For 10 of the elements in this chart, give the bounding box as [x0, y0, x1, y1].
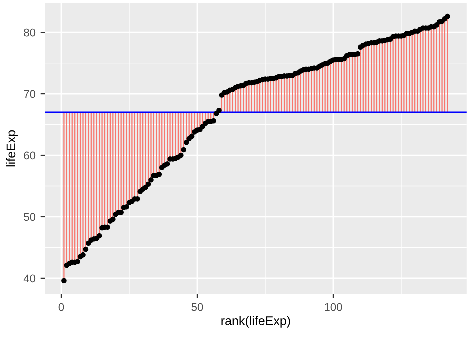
- y-tick-label: 70: [24, 90, 36, 98]
- y-tick-label: 80: [24, 28, 36, 37]
- y-tick-label: 50: [24, 213, 36, 222]
- y-axis-title: lifeExp: [6, 130, 18, 167]
- x-tick-label: 0: [58, 303, 64, 312]
- y-tick-label: 40: [24, 274, 36, 283]
- y-tick-label: 60: [24, 152, 36, 160]
- x-tick-label: 50: [192, 303, 204, 312]
- x-tick-label: 100: [325, 303, 342, 312]
- x-axis-title: rank(lifeExp): [222, 316, 290, 328]
